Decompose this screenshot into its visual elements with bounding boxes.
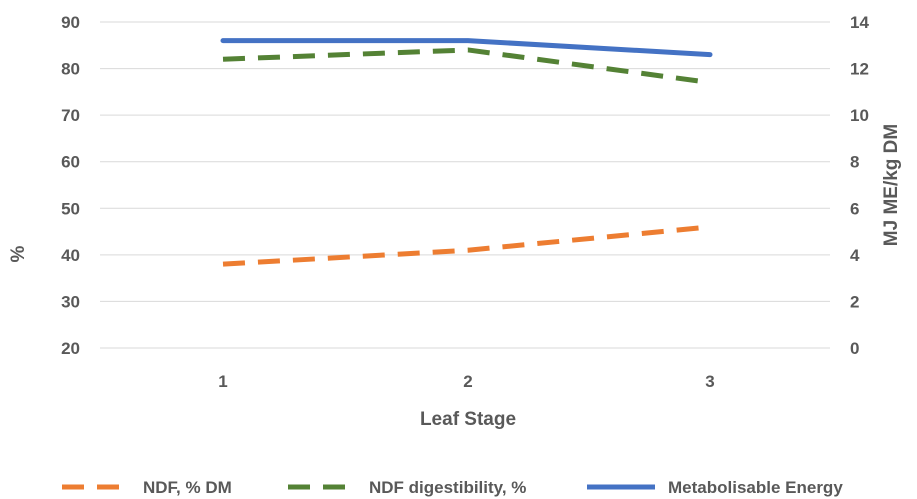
right-tick-label: 4 — [850, 246, 860, 265]
left-axis-title: % — [8, 245, 29, 262]
series-lines — [220, 38, 713, 267]
left-tick-label: 50 — [61, 199, 80, 218]
right-axis-title: MJ ME/kg DM — [881, 124, 902, 246]
legend: NDF, % DM NDF digestibility, % Metabolisab… — [62, 478, 843, 497]
left-tick-label: 80 — [61, 60, 80, 79]
left-axis-ticks: 20 30 40 50 60 70 80 90 — [61, 13, 80, 358]
left-tick-label: 60 — [61, 153, 80, 172]
right-tick-label: 10 — [850, 106, 869, 125]
right-tick-label: 8 — [850, 153, 859, 172]
right-tick-label: 6 — [850, 199, 859, 218]
left-tick-label: 90 — [61, 13, 80, 32]
gridlines — [100, 21, 830, 349]
series-line-0 — [222, 224, 711, 267]
x-tick-label: 3 — [705, 372, 714, 391]
right-tick-label: 0 — [850, 339, 859, 358]
right-tick-label: 2 — [850, 292, 859, 311]
legend-label: NDF, % DM — [143, 478, 232, 497]
x-axis-ticks: 1 2 3 — [218, 372, 714, 391]
legend-label: NDF digestibility, % — [369, 478, 526, 497]
series-line-2 — [220, 38, 713, 58]
x-tick-label: 1 — [218, 372, 227, 391]
legend-label: Metabolisable Energy — [668, 478, 843, 497]
series-line-1 — [222, 47, 711, 86]
right-tick-label: 14 — [850, 13, 869, 32]
x-tick-label: 2 — [463, 372, 472, 391]
left-tick-label: 30 — [61, 292, 80, 311]
left-tick-label: 40 — [61, 246, 80, 265]
x-axis-title: Leaf Stage — [420, 409, 516, 430]
right-axis-ticks: 0 2 4 6 8 10 12 14 — [850, 13, 869, 358]
right-tick-label: 12 — [850, 60, 869, 79]
left-tick-label: 70 — [61, 106, 80, 125]
left-tick-label: 20 — [61, 339, 80, 358]
